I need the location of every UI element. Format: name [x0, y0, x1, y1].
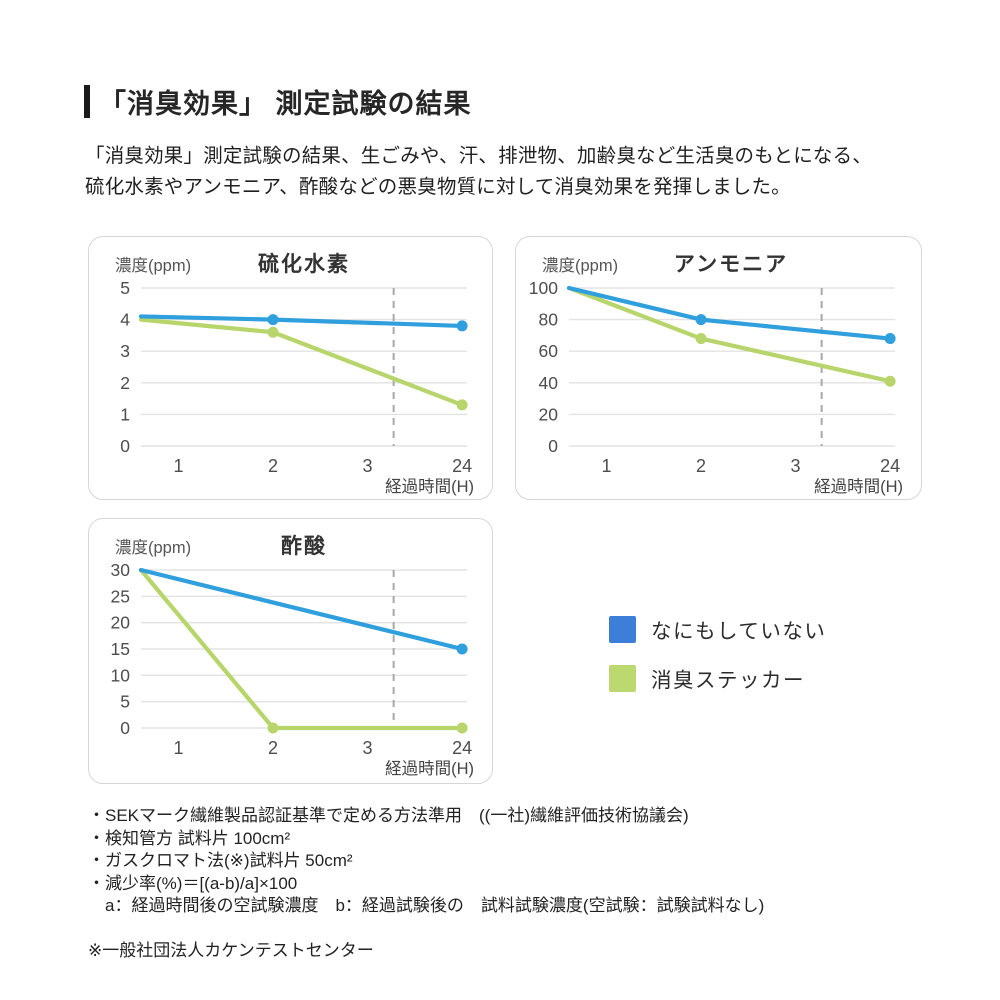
- y-tick-label: 2: [120, 373, 130, 393]
- legend-item-untreated: なにもしていない: [609, 615, 826, 643]
- x-tick-label: 3: [363, 738, 373, 758]
- intro-line: 硫化水素やアンモニア、酢酸などの悪臭物質に対して消臭効果を発揮しました。: [85, 176, 791, 198]
- chart-title: 酢酸: [281, 535, 327, 558]
- y-tick-label: 25: [111, 586, 130, 606]
- x-tick-label: 3: [791, 456, 801, 476]
- data-point-green: [456, 722, 468, 734]
- y-tick-label: 5: [120, 278, 130, 298]
- y-tick-label: 15: [111, 639, 130, 659]
- footnote-line: ・SEKマーク繊維製品認証基準で定める方法準用 ((一社)繊維評価技術協議会): [88, 806, 689, 825]
- footnotes: ・SEKマーク繊維製品認証基準で定める方法準用 ((一社)繊維評価技術協議会) …: [88, 805, 764, 918]
- page-header: 「消臭効果」 測定試験の結果: [84, 82, 472, 121]
- x-tick-label: 24: [452, 456, 472, 476]
- x-tick-label: 1: [173, 456, 183, 476]
- y-tick-label: 4: [120, 310, 130, 330]
- y-tick-label: 60: [539, 341, 559, 361]
- x-tick-label: 1: [173, 738, 183, 758]
- y-axis-unit-label: 濃度(ppm): [115, 257, 192, 275]
- chart-panel-acetic-acid: 0 5 10 15 20 25 30 1 2 3 24 濃度(ppm) 酢酸 経過時間(H): [88, 518, 493, 784]
- data-point-green: [884, 375, 896, 387]
- y-tick-label: 3: [120, 341, 130, 361]
- x-tick-label: 24: [452, 738, 472, 758]
- y-tick-label: 1: [120, 404, 130, 424]
- data-point-blue: [695, 314, 707, 326]
- y-tick-label: 0: [120, 436, 130, 456]
- data-point-green: [267, 326, 279, 338]
- x-tick-label: 24: [880, 456, 900, 476]
- x-tick-label: 2: [696, 456, 706, 476]
- footnote-line: ・ガスクロマト法(※)試料片 50cm²: [88, 851, 353, 870]
- x-tick-label: 2: [268, 738, 278, 758]
- x-axis-label: 経過時間(H): [385, 478, 474, 496]
- y-axis-unit-label: 濃度(ppm): [115, 539, 192, 557]
- ammonia-chart-canvas: 0 20 40 60 80 100 1 2 3 24: [529, 278, 900, 476]
- series-line-blue: [566, 285, 893, 341]
- chart-title: 硫化水素: [258, 253, 350, 276]
- chart-panel-hydrogen-sulfide: 0 1 2 3 4 5 1 2 3 24 濃度(ppm) 硫化水素 経過時間(H): [88, 236, 493, 500]
- x-tick-label: 2: [268, 456, 278, 476]
- footnote-line: a：経過時間後の空試験濃度 b：経過試験後の 試料試験濃度(空試験：試験試料なし…: [88, 896, 765, 915]
- y-tick-label: 10: [111, 665, 131, 685]
- chart-title: アンモニア: [673, 253, 789, 276]
- data-point-blue: [884, 333, 896, 345]
- data-point-green: [456, 399, 468, 411]
- title-accent-bar: [84, 85, 90, 118]
- footnote-line: ・減少率(%)＝[(a-b)/a]×100: [88, 873, 298, 893]
- legend-item-deodorant-sticker: 消臭ステッカー: [609, 664, 826, 692]
- series-line-blue: [138, 567, 465, 652]
- y-tick-label: 20: [539, 404, 559, 424]
- legend-swatch-green: [609, 664, 636, 692]
- hydrogen-sulfide-chart-canvas: 0 1 2 3 4 5 1 2 3 24: [120, 278, 472, 476]
- y-tick-label: 80: [539, 310, 559, 330]
- data-point-green: [267, 722, 279, 734]
- y-tick-label: 0: [120, 718, 130, 738]
- data-point-blue: [267, 314, 279, 326]
- chart-panel-ammonia: 0 20 40 60 80 100 1 2 3 24 濃度(ppm) アンモニア 経過時間(H): [515, 236, 922, 500]
- y-tick-label: 5: [120, 692, 130, 712]
- intro-line: 「消臭効果」測定試験の結果、生ごみや、汗、排泄物、加齢臭など生活臭のもとになる、: [85, 145, 873, 167]
- y-tick-label: 30: [111, 560, 131, 580]
- legend-label: なにもしていない: [651, 620, 827, 643]
- y-tick-label: 20: [111, 613, 131, 633]
- legend: なにもしていない 消臭ステッカー: [609, 615, 826, 713]
- y-axis-unit-label: 濃度(ppm): [542, 257, 619, 275]
- data-point-green: [695, 333, 707, 345]
- data-point-blue: [456, 320, 468, 332]
- x-tick-label: 1: [601, 456, 611, 476]
- footnote-line: ・検知管方 試料片 100cm²: [88, 828, 291, 848]
- legend-swatch-blue: [609, 615, 636, 643]
- x-axis-label: 経過時間(H): [814, 478, 903, 496]
- y-tick-label: 0: [548, 436, 558, 456]
- test-center-note: ※一般社団法人カケンテストセンター: [88, 941, 374, 960]
- data-point-blue: [456, 643, 468, 655]
- acetic-acid-chart-canvas: 0 5 10 15 20 25 30 1 2 3 24: [111, 560, 473, 758]
- x-axis-label: 経過時間(H): [385, 760, 474, 778]
- page-title: 「消臭効果」 測定試験の結果: [99, 89, 472, 119]
- y-tick-label: 100: [529, 278, 558, 298]
- series-line-green: [138, 317, 465, 408]
- y-tick-label: 40: [539, 373, 559, 393]
- x-tick-label: 3: [363, 456, 373, 476]
- intro-paragraph: 「消臭効果」測定試験の結果、生ごみや、汗、排泄物、加齢臭など生活臭のもとになる、…: [85, 141, 872, 203]
- legend-label: 消臭ステッカー: [651, 669, 805, 692]
